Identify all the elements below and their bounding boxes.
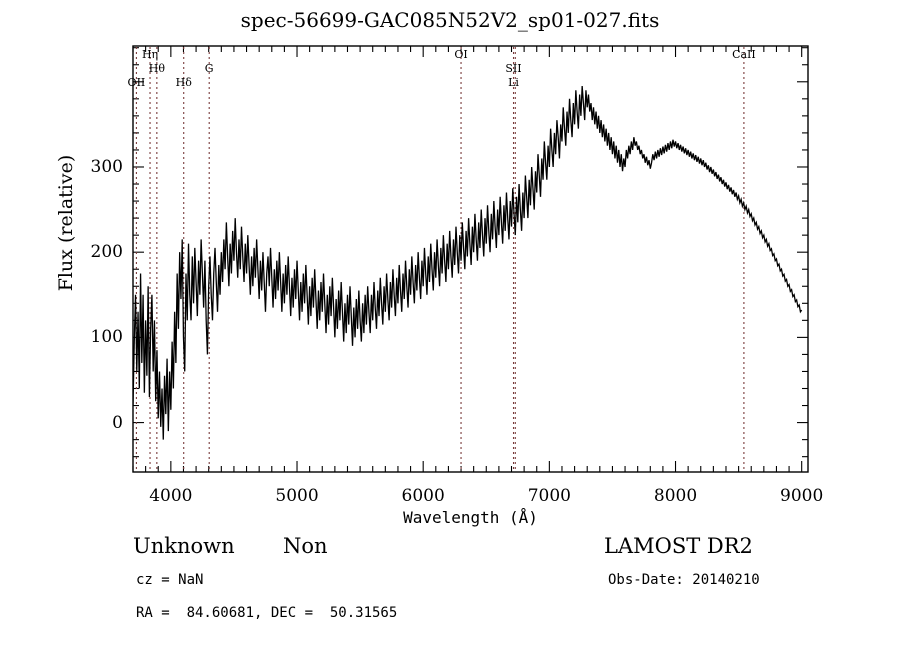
axis-ticks (132, 46, 808, 472)
spectral-line-label: Hθ (148, 62, 165, 75)
spectral-line-label: Hδ (175, 76, 192, 90)
spectral-line-label: OII (127, 76, 146, 90)
x-tick-label: 4000 (149, 486, 193, 506)
spectral-line-label: Li (508, 76, 519, 90)
plot-frame (132, 45, 809, 473)
spectral-line-label: CaII (732, 47, 756, 61)
spectral-line-label: OI (454, 47, 468, 61)
x-tick-label: 8000 (653, 486, 698, 506)
y-tick-label: 200 (90, 242, 123, 263)
spectral-line-label: G (204, 62, 214, 75)
y-tick-label: 300 (90, 156, 123, 177)
cz-value: cz = NaN (136, 572, 204, 588)
spectrum-trace (133, 85, 803, 440)
y-axis-label: Flux (relative) (55, 154, 77, 292)
y-tick-label: 0 (112, 412, 123, 433)
x-axis-label: Wavelength (Å) (403, 508, 538, 527)
observation-date: Obs-Date: 20140210 (608, 572, 760, 588)
spectrum-chart: Flux (relative) Wavelength (Å) 4000 5000 6… (55, 45, 824, 527)
object-class: Unknown (133, 534, 235, 558)
x-tick-label: 9000 (780, 486, 824, 506)
x-tick-label: 6000 (401, 486, 445, 506)
x-tick-label: 7000 (527, 486, 571, 506)
spectral-line-label: SII (505, 62, 522, 75)
x-tick-label: 5000 (275, 486, 319, 506)
y-tick-label: 100 (90, 327, 123, 348)
survey-name: LAMOST DR2 (604, 534, 753, 558)
coordinates: RA = 84.60681, DEC = 50.31565 (136, 605, 398, 621)
spectrum-svg (132, 45, 809, 473)
page-title: spec-56699-GAC085N52V2_sp01-027.fits (240, 8, 660, 32)
spectral-line-label: Hη (141, 47, 159, 61)
object-subclass: Non (283, 534, 328, 558)
